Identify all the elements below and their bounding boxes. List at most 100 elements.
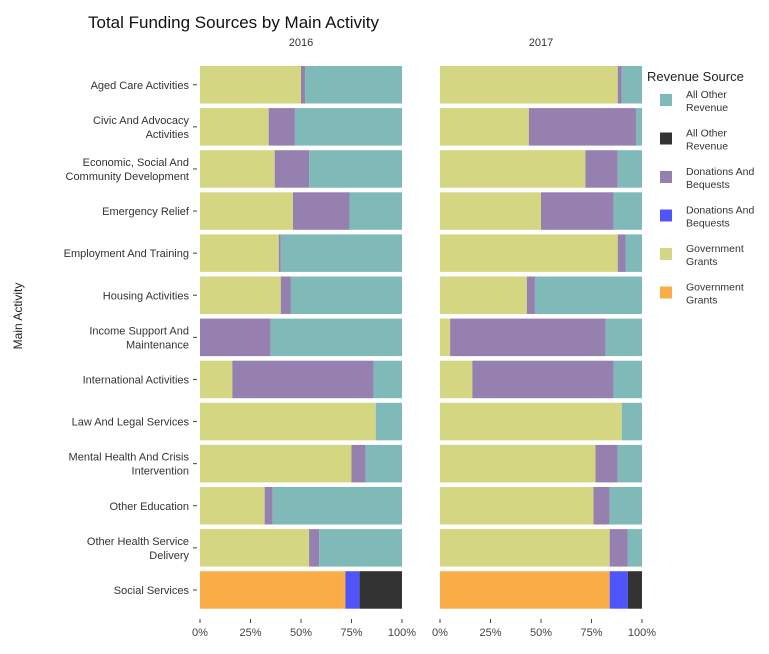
x-tick-label: 0% [432, 627, 448, 639]
bar-2017-2-government-grants [440, 150, 586, 188]
category-label-line: Delivery [149, 550, 189, 562]
bar-2016-11-government-grants [200, 529, 310, 567]
category-label-line: Housing Activities [103, 290, 190, 302]
category-label: Other Education [110, 501, 190, 513]
legend-label: All Other Revenue [686, 89, 728, 114]
legend-label-line: Revenue [686, 141, 728, 153]
bar-2016-0-government-grants [200, 66, 301, 104]
bar-2017-3-all-other-revenue [613, 192, 642, 230]
bar-2016-5-government-grants [200, 276, 281, 314]
bar-2016-12-donations-and-bequests [345, 571, 360, 609]
legend-label-line: Government [686, 282, 744, 294]
bar-2017-1-government-grants [440, 108, 529, 146]
bar-2017-11-donations-and-bequests [609, 529, 628, 567]
bar-2016-7-all-other-revenue [373, 360, 402, 399]
legend-label-line: Donations And [686, 166, 754, 178]
category-label: Employment And Training [64, 248, 189, 260]
bar-2017-12-donations-and-bequests [609, 571, 628, 609]
bar-2016-5-all-other-revenue [290, 276, 402, 314]
bar-2017-0-government-grants [440, 66, 618, 104]
bar-2016-6-all-other-revenue [270, 318, 402, 357]
bar-2017-9-government-grants [440, 444, 596, 483]
legend-label: All Other Revenue [686, 128, 728, 153]
bar-2016-8-government-grants [200, 402, 376, 441]
legend-label-line: Donations And [686, 205, 754, 217]
chart-title: Total Funding Sources by Main Activity [88, 13, 380, 32]
bar-2017-1-all-other-revenue [635, 108, 642, 146]
category-label-line: Activities [146, 129, 190, 141]
category-label-line: Other Health Service [87, 536, 189, 548]
legend-swatch [660, 248, 672, 260]
bar-2017-3-donations-and-bequests [541, 192, 614, 230]
bar-2017-8-all-other-revenue [621, 402, 642, 441]
bar-2017-7-government-grants [440, 360, 473, 399]
bar-2016-1-all-other-revenue [294, 108, 402, 146]
legend-swatch [660, 209, 672, 222]
legend-title: Revenue Source [647, 69, 744, 84]
legend-label-line: Bequests [686, 218, 730, 230]
legend-label-line: Revenue [686, 102, 728, 114]
category-label-line: Intervention [132, 466, 189, 478]
bar-2017-10-government-grants [440, 487, 594, 525]
legend-label-line: Government [686, 243, 744, 255]
category-label-line: Employment And Training [64, 248, 189, 260]
bar-2016-4-government-grants [200, 234, 279, 272]
bar-2016-5-donations-and-bequests [280, 276, 291, 314]
legend-label-line: Bequests [686, 179, 730, 191]
bar-2017-6-donations-and-bequests [450, 318, 606, 357]
bar-2016-10-all-other-revenue [272, 487, 402, 525]
bar-2017-0-donations-and-bequests [617, 66, 622, 104]
panel-label-2017: 2017 [529, 37, 553, 49]
category-label: International Activities [83, 374, 190, 386]
category-label-line: Income Support And [89, 325, 189, 337]
x-tick-label: 50% [530, 627, 552, 639]
bar-2017-5-donations-and-bequests [526, 276, 535, 314]
bar-2016-11-all-other-revenue [319, 529, 402, 567]
bar-2017-6-all-other-revenue [605, 318, 642, 357]
category-label-line: Law And Legal Services [72, 417, 190, 429]
legend-label-line: All Other [686, 89, 727, 101]
bar-2016-7-government-grants [200, 360, 233, 399]
x-tick-label: 100% [388, 627, 416, 639]
category-label-line: International Activities [83, 374, 190, 386]
bar-2017-0-all-other-revenue [621, 66, 642, 104]
bar-2017-2-all-other-revenue [617, 150, 642, 188]
category-label-line: Community Development [66, 171, 190, 183]
bar-2016-10-donations-and-bequests [264, 487, 273, 525]
plot-area: 2016 0% 25% 50% 75% 100% 2017 0% 25% 50% 75% 100% Ag… [64, 37, 657, 639]
legend-label-line: All Other [686, 128, 727, 140]
x-tick-label: 25% [479, 627, 501, 639]
category-label-line: Maintenance [126, 339, 189, 351]
bar-2016-4-donations-and-bequests [278, 234, 281, 272]
category-label-line: Other Education [110, 501, 190, 513]
bar-2016-4-all-other-revenue [280, 234, 402, 272]
category-label: Mental Health And Crisis Intervention [69, 452, 190, 478]
bar-2016-9-government-grants [200, 444, 352, 483]
category-label: Emergency Relief [102, 206, 190, 218]
bar-2016-2-donations-and-bequests [274, 150, 310, 188]
bar-2017-9-all-other-revenue [617, 444, 642, 483]
bar-2017-7-all-other-revenue [613, 360, 642, 399]
category-label: Social Services [114, 585, 190, 597]
bar-2016-12-all-other-revenue [359, 571, 402, 609]
x-tick-label: 100% [628, 627, 656, 639]
legend-label: Donations And Bequests [686, 205, 754, 230]
bar-2017-12-all-other-revenue [627, 571, 642, 609]
category-label-line: Economic, Social And [83, 157, 189, 169]
bar-2017-5-all-other-revenue [534, 276, 642, 314]
bar-2017-8-government-grants [440, 402, 622, 441]
bar-2016-10-government-grants [200, 487, 265, 525]
category-label: Income Support And Maintenance [89, 325, 189, 351]
bar-2017-4-all-other-revenue [625, 234, 642, 272]
legend-label: Government Grants [686, 243, 744, 268]
x-tick-label: 25% [239, 627, 261, 639]
category-label-line: Aged Care Activities [91, 80, 190, 92]
bar-2017-10-all-other-revenue [609, 487, 642, 525]
bar-2016-3-government-grants [200, 192, 293, 230]
x-tick-label: 75% [580, 627, 602, 639]
bar-2017-12-government-grants [440, 571, 610, 609]
bar-2017-7-donations-and-bequests [472, 360, 614, 399]
bar-2016-11-donations-and-bequests [309, 529, 320, 567]
bar-2016-1-donations-and-bequests [268, 108, 295, 146]
